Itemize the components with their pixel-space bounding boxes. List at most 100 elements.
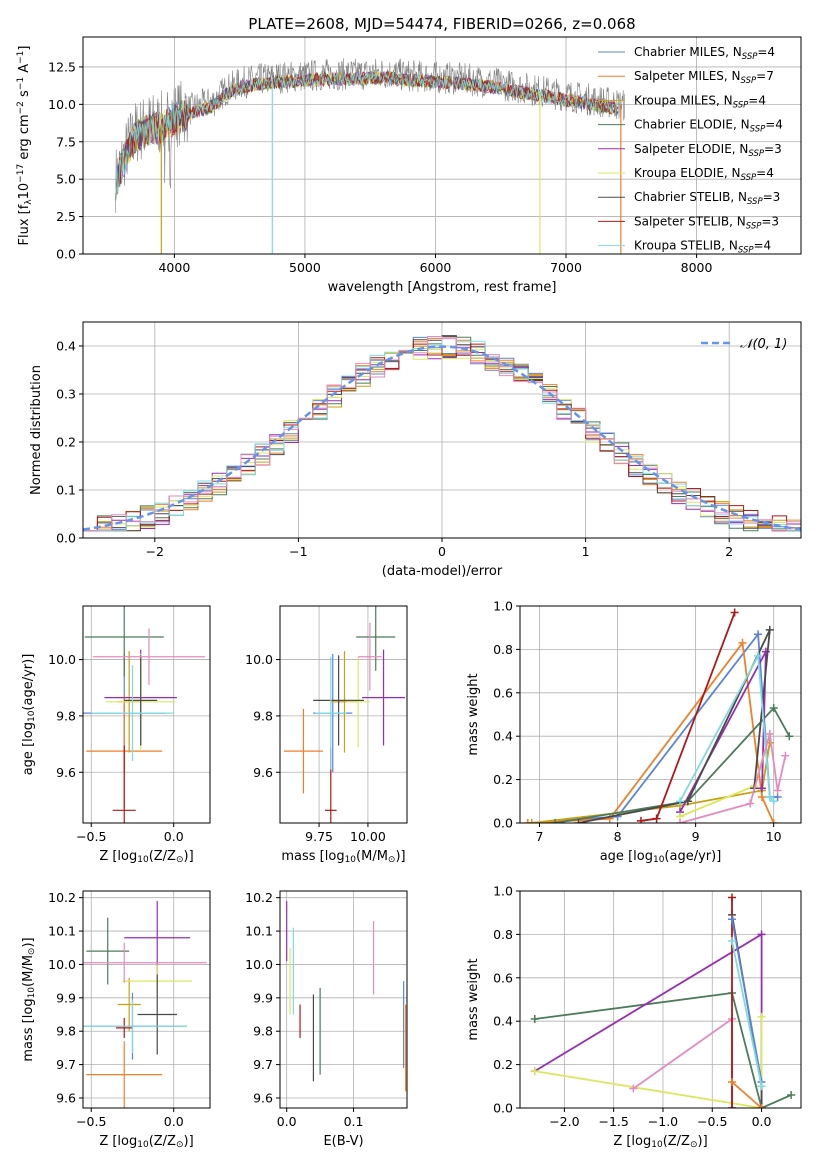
legend-label: Chabrier ELODIE, NSSP=4 — [634, 118, 783, 135]
xlabel: mass [log — [281, 849, 344, 864]
legend-label-sub: SSP — [747, 197, 763, 207]
massweight-vs-Z-marks — [530, 893, 796, 1108]
xlabel-sub: 10 — [137, 855, 149, 865]
x-tick-label: 6000 — [420, 260, 452, 275]
xlabel-sub: 10 — [137, 1140, 149, 1150]
y-tick-label: 9.7 — [56, 1057, 76, 1072]
mass-weight-line — [731, 1081, 763, 1108]
spectrum-model-line — [115, 71, 619, 201]
xlabel-end: )] — [698, 1134, 708, 1149]
mass-weight-marker — [781, 751, 790, 760]
legend-label-val: =3 — [764, 142, 782, 156]
mass-weight-marker — [727, 936, 736, 945]
mass-weight-marker — [727, 893, 736, 902]
y-tick-label: 0.2 — [493, 772, 513, 787]
y-tick-label: 10.0 — [48, 652, 76, 667]
x-tick-label: 0.0 — [752, 1114, 772, 1129]
age-vs-Z-marks — [83, 606, 206, 823]
y-tick-label: 0.4 — [493, 729, 513, 744]
histogram-step — [83, 337, 801, 532]
x-tick-label: 7000 — [550, 260, 582, 275]
y-tick-label: 0.0 — [493, 816, 513, 831]
errorbar-point — [117, 977, 141, 1032]
x-axis-label: age [log10(age/yr)] — [600, 849, 722, 865]
legend-label-val: =7 — [756, 69, 774, 83]
y-tick-label: 10.1 — [48, 924, 76, 939]
legend-label-val: =4 — [748, 93, 766, 107]
xlabel-sun: ⊙ — [176, 855, 184, 865]
massweight-vs-age-marks — [523, 608, 794, 823]
mass-weight-marker — [769, 703, 778, 712]
age-vs-Z-plot-area — [83, 606, 210, 823]
mass-weight-marker — [676, 819, 685, 823]
y-tick-label: 10.2 — [48, 890, 76, 905]
mass-weight-line — [534, 992, 792, 1108]
legend-label: Kroupa MILES, NSSP=4 — [634, 93, 766, 110]
mass-weight-marker — [746, 799, 755, 808]
mass-weight-line — [679, 652, 775, 802]
spectrum-panel: 4000 5000 6000 7000 8000 0.0 2.5 5.0 7.5 10.0 12.5… — [16, 36, 802, 295]
xlabel-sun: ⊙ — [388, 855, 396, 865]
x-tick-label: 9 — [692, 829, 700, 844]
mass-weight-marker — [757, 1082, 766, 1091]
errorbar-point — [346, 656, 370, 747]
xlabel-end: )] — [184, 1134, 194, 1149]
y-tick-label: 0.4 — [56, 339, 76, 354]
errorbar-point — [124, 655, 158, 746]
y-tick-label: 7.5 — [56, 134, 76, 149]
age-vs-mass-plot-area — [280, 606, 407, 823]
y-tick-label: 0.0 — [493, 1101, 513, 1116]
ylabel-end: )] — [21, 937, 36, 947]
y-tick-label: 0.0 — [56, 247, 76, 262]
mass-weight-line — [554, 706, 791, 823]
y-tick-label: 1.0 — [493, 599, 513, 614]
x-tick-label: −2.0 — [549, 1114, 579, 1129]
legend-label-text: Salpeter ELODIE, N — [634, 142, 748, 156]
mass-weight-line — [731, 919, 763, 1083]
legend-label: Salpeter STELIB, NSSP=3 — [634, 214, 779, 231]
age-vs-mass-frame — [279, 605, 408, 824]
mass-weight-marker — [757, 784, 766, 793]
xlabel-end: )] — [395, 849, 405, 864]
y-tick-label: 0.4 — [493, 1014, 513, 1029]
spectrum-frame — [82, 36, 802, 255]
legend-label-text: Kroupa ELODIE, N — [634, 166, 741, 180]
y-tick-label: 10.1 — [245, 924, 273, 939]
xlabel: (data-model)/error — [382, 564, 503, 579]
legend-label-text: Chabrier MILES, N — [634, 45, 742, 59]
legend-label: Salpeter ELODIE, NSSP=3 — [634, 142, 782, 159]
x-tick-label: 10 — [766, 829, 782, 844]
ylabel-units3: A — [17, 64, 32, 77]
xlabel: age [log — [600, 849, 653, 864]
legend-label-text: Salpeter MILES, N — [634, 69, 741, 83]
y-tick-label: 9.8 — [56, 1024, 76, 1039]
x-tick-label: 0.1 — [344, 1114, 364, 1129]
legend-label: Salpeter MILES, NSSP=7 — [634, 69, 774, 86]
mass-weight-marker — [757, 1012, 766, 1021]
mass-vs-Z-panel: −0.5 0.09.69.79.89.910.010.110.2Z [log10(… — [21, 890, 211, 1150]
y-tick-label: 10.2 — [245, 890, 273, 905]
x-tick-label: 0.0 — [164, 1114, 184, 1129]
y-axis-label: Flux [fλ10−17 erg cm−2 s−1 A−1] — [16, 46, 34, 246]
xlabel: Z [log — [99, 849, 137, 864]
mass-weight-marker — [754, 651, 763, 660]
xlabel-rest: (age/yr)] — [664, 849, 721, 864]
legend-label-sub: SSP — [750, 125, 766, 135]
xlabel-sub: 10 — [653, 855, 665, 865]
legend-label-sub: SSP — [746, 221, 762, 231]
y-tick-label: 9.6 — [56, 765, 76, 780]
massweight-vs-Z-panel: −2.0 −1.5 −1.0 −0.5 0.0 0.0 0.2 0.4 0.6 0.8 1.0 Z [… — [466, 884, 802, 1150]
ylabel-sub: λ — [24, 199, 34, 205]
massweight-vs-Z-plot-area — [520, 890, 801, 1109]
x-tick-label: −1.0 — [648, 1114, 678, 1129]
x-tick-label: −2 — [146, 544, 164, 559]
xlabel-sun: ⊙ — [690, 1140, 698, 1150]
y-tick-label: 2.5 — [56, 209, 76, 224]
y-tick-label: 12.5 — [48, 59, 76, 74]
errorbar-point — [115, 1017, 133, 1038]
y-axis-label: Normed distribution — [29, 365, 44, 495]
ylabel-units-exp: −2 — [16, 101, 26, 114]
